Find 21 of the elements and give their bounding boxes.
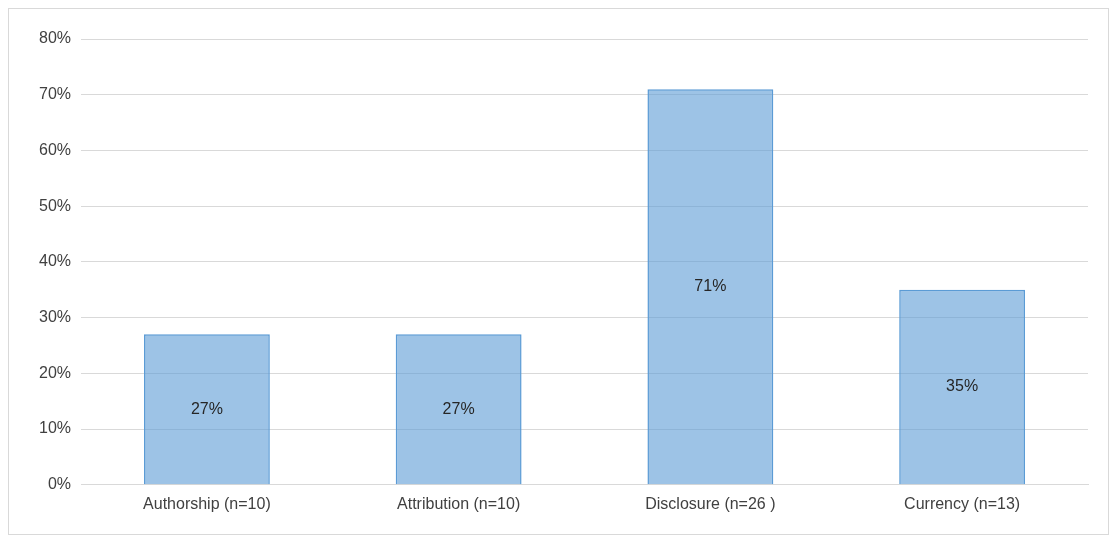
y-tick-label: 10%: [38, 419, 72, 437]
y-tick-label: 0%: [47, 475, 72, 493]
data-label: 27%: [190, 399, 223, 417]
x-tick-label: Currency (n=13): [904, 494, 1021, 512]
x-tick-label: Authorship (n=10): [143, 494, 271, 512]
y-tick-label: 60%: [38, 140, 72, 158]
data-label: 71%: [694, 277, 727, 295]
y-tick-label: 40%: [38, 252, 72, 270]
y-tick-label: 30%: [38, 308, 72, 326]
x-tick-label: Attribution (n=10): [397, 494, 521, 512]
data-label: 27%: [442, 399, 475, 417]
x-tick-label: Disclosure (n=26 ): [645, 494, 776, 512]
y-tick-label: 80%: [38, 29, 72, 47]
y-tick-label: 70%: [38, 85, 72, 103]
bar: [647, 89, 774, 485]
data-label: 35%: [946, 377, 979, 395]
bar: [143, 334, 270, 485]
y-tick-label: 50%: [38, 196, 72, 214]
bar: [395, 334, 522, 485]
y-tick-label: 20%: [38, 363, 72, 381]
bar: [899, 289, 1026, 485]
